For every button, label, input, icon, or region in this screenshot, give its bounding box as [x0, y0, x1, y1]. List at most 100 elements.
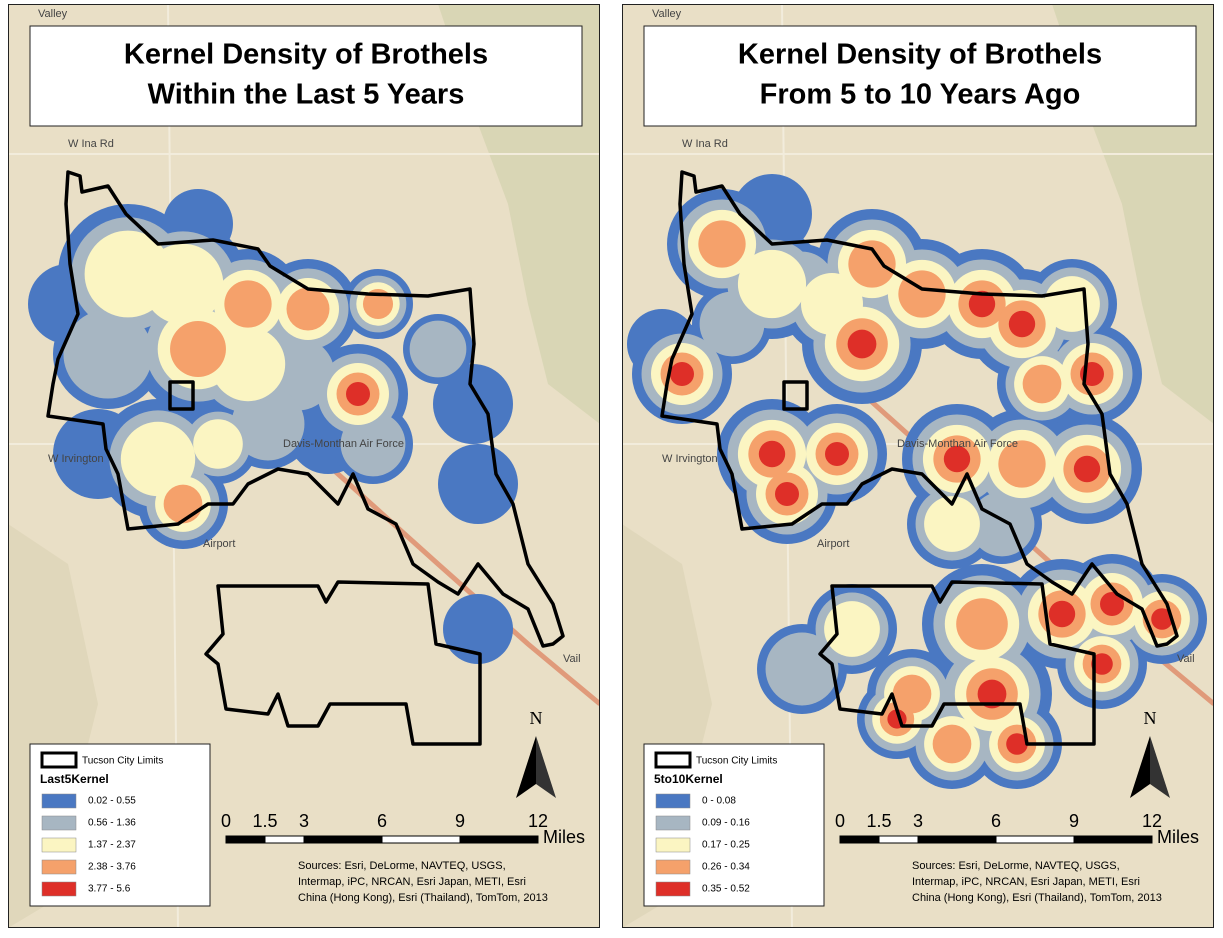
- legend-swatch: [41, 793, 77, 809]
- sources-text: China (Hong Kong), Esri (Thailand), TomT…: [912, 892, 1162, 904]
- scale-tick-label: 6: [377, 811, 387, 831]
- place-label: Davis-Monthan Air Force: [283, 438, 404, 450]
- legend-boundary-swatch: [40, 751, 78, 769]
- scale-tick-label: 12: [1142, 811, 1162, 831]
- density-zone: [142, 243, 224, 325]
- place-label: Airport: [203, 538, 235, 550]
- density-zone: [63, 309, 153, 399]
- density-zone: [346, 382, 370, 406]
- density-zone: [977, 679, 1007, 709]
- density-zone: [163, 484, 203, 524]
- city-limits: [46, 170, 565, 746]
- scale-segment: [917, 835, 997, 844]
- density-zone: [1006, 733, 1028, 755]
- density-zone: [1022, 364, 1062, 404]
- place-label: W Irvington: [48, 453, 104, 465]
- scale-segment: [1073, 835, 1153, 844]
- north-arrow: [1150, 736, 1170, 798]
- density-zone: [698, 220, 746, 268]
- legend-boundary-swatch: [654, 751, 692, 769]
- density-zone: [1091, 653, 1113, 675]
- north-arrow: [1130, 736, 1150, 798]
- density-zone: [1048, 600, 1076, 628]
- sources-text: Sources: Esri, DeLorme, NAVTEQ, USGS,: [298, 860, 506, 872]
- scale-unit: Miles: [1157, 827, 1199, 847]
- legend-swatch: [655, 793, 691, 809]
- map-body: Valley W Ina Rd W Irvington Vail Davis-Month…: [8, 4, 600, 928]
- map-title: Kernel Density of Brothels: [124, 39, 488, 71]
- scale-unit: Miles: [543, 827, 585, 847]
- density-zone: [758, 440, 786, 468]
- density-zone: [340, 411, 406, 477]
- legend-label: 0.02 - 0.55: [88, 796, 136, 807]
- scale-segment: [303, 835, 383, 844]
- legend-label: 0.35 - 0.52: [702, 884, 750, 895]
- density-zone: [847, 329, 877, 359]
- scale-tick-label: 1.5: [252, 811, 277, 831]
- place-label: Airport: [817, 538, 849, 550]
- scale-tick-label: 3: [913, 811, 923, 831]
- density-zone: [362, 288, 394, 320]
- density-zone: [210, 326, 286, 402]
- map-panel: Valley W Ina Rd W Irvington Vail Davis-Month…: [8, 4, 600, 928]
- density-zone: [848, 240, 896, 288]
- scale-tick-label: 0: [221, 811, 231, 831]
- density-zone: [765, 632, 839, 706]
- density-zone: [433, 364, 513, 444]
- scale-tick-label: 3: [299, 811, 309, 831]
- legend-field: Last5Kernel: [40, 772, 109, 786]
- scale-tick-label: 0: [835, 811, 845, 831]
- density-zone: [443, 594, 513, 664]
- density-zone: [943, 445, 971, 473]
- legend-swatch: [655, 881, 691, 897]
- north-arrow: [536, 736, 556, 798]
- north-label: N: [1144, 708, 1157, 728]
- panel-border: [622, 4, 1214, 928]
- density-zone: [932, 724, 972, 764]
- sources-text: Intermap, iPC, NRCAN, Esri Japan, METI, …: [912, 876, 1140, 888]
- scale-segment: [839, 835, 880, 844]
- density-zone: [438, 444, 518, 524]
- density-zone: [1044, 276, 1100, 332]
- density-zone: [824, 601, 880, 657]
- density-zone: [231, 387, 305, 461]
- sources-text: China (Hong Kong), Esri (Thailand), TomT…: [298, 892, 548, 904]
- density-zone: [1073, 455, 1101, 483]
- place-label: W Ina Rd: [68, 138, 114, 150]
- place-label: Vail: [563, 653, 581, 665]
- city-limits: [660, 170, 1179, 746]
- scale-tick-label: 1.5: [866, 811, 891, 831]
- legend-label: 0.56 - 1.36: [88, 818, 136, 829]
- scale-tick-label: 12: [528, 811, 548, 831]
- title-box: [643, 25, 1197, 127]
- legend-swatch: [41, 859, 77, 875]
- legend-field: 5to10Kernel: [654, 772, 723, 786]
- scale-segment: [264, 835, 305, 844]
- legend-label: 0.26 - 0.34: [702, 862, 750, 873]
- north-arrow: [516, 736, 536, 798]
- density-zone: [737, 249, 807, 319]
- title-box: [29, 25, 583, 127]
- legend-label: 2.38 - 3.76: [88, 862, 136, 873]
- scale-segment: [381, 835, 461, 844]
- density-zone: [286, 287, 330, 331]
- scale-tick-label: 6: [991, 811, 1001, 831]
- place-label: Valley: [652, 8, 682, 20]
- sources-text: Intermap, iPC, NRCAN, Esri Japan, METI, …: [298, 876, 526, 888]
- map-title: From 5 to 10 Years Ago: [760, 79, 1081, 111]
- legend-label: 0.17 - 0.25: [702, 840, 750, 851]
- scale-segment: [878, 835, 919, 844]
- place-label: W Ina Rd: [682, 138, 728, 150]
- legend-boundary-label: Tucson City Limits: [696, 756, 777, 767]
- density-zone: [775, 482, 799, 506]
- density-zone: [825, 442, 849, 466]
- scale-segment: [995, 835, 1075, 844]
- sources-text: Sources: Esri, DeLorme, NAVTEQ, USGS,: [912, 860, 1120, 872]
- density-zone: [170, 321, 226, 377]
- panel-border: [8, 4, 600, 928]
- map-panel: Valley W Ina Rd W Irvington Vail Davis-Month…: [622, 4, 1214, 928]
- legend-swatch: [41, 881, 77, 897]
- legend-swatch: [655, 815, 691, 831]
- map-body: Valley W Ina Rd W Irvington Vail Davis-Month…: [622, 4, 1214, 928]
